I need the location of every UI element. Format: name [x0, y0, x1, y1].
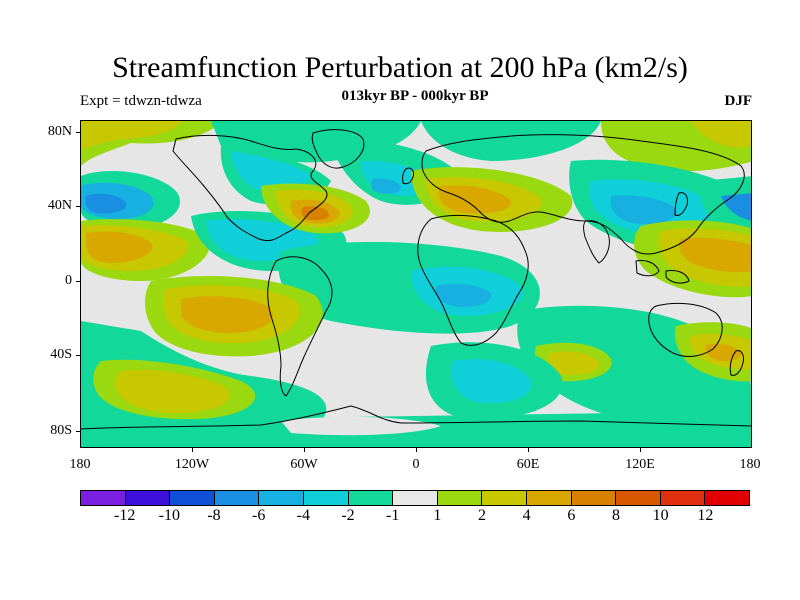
- colorbar-label: -12: [113, 507, 136, 524]
- colorbar-swatch: [348, 491, 394, 505]
- colorbar-swatch: [660, 491, 706, 505]
- contour-region: [81, 121, 181, 151]
- coastline-uk: [402, 167, 414, 185]
- colorbar-swatch: [571, 491, 617, 505]
- lon-label-60w: 60W: [290, 457, 318, 472]
- colorbar-swatch: [393, 491, 438, 505]
- contour-region: [451, 359, 532, 404]
- contour-region: [281, 416, 441, 436]
- colorbar-swatch: [170, 491, 215, 505]
- colorbar-swatch: [437, 491, 483, 505]
- coastline-australia: [648, 302, 723, 357]
- lat-label-40n: 40N: [47, 198, 72, 213]
- season-label: DJF: [724, 93, 753, 109]
- lon-tick: [192, 448, 193, 452]
- coastline-new-zealand: [729, 350, 744, 376]
- contour-region: [181, 296, 273, 333]
- lon-label-60e: 60E: [516, 457, 540, 472]
- coastline-japan: [674, 192, 688, 216]
- lon-tick: [528, 448, 529, 452]
- colorbar-swatch: [214, 491, 260, 505]
- colorbar-label: -2: [341, 507, 355, 524]
- lon-label-180w: 180: [69, 457, 91, 472]
- lat-label-40s: 40S: [50, 347, 72, 362]
- contour-region: [435, 283, 492, 307]
- contour-region: [85, 231, 153, 263]
- colorbar-swatch: [616, 491, 661, 505]
- lat-tick: [76, 355, 80, 356]
- contour-region: [115, 369, 231, 414]
- plot-subtitle: 013kyr BP - 000kyr BP: [341, 88, 489, 104]
- colorbar-label: 12: [697, 507, 714, 524]
- colorbar-swatch: [81, 491, 126, 505]
- colorbar-label: 1: [433, 507, 442, 524]
- colorbar-label: 10: [652, 507, 669, 524]
- colorbar-swatch: [259, 491, 304, 505]
- experiment-label: Expt = tdwzn-tdwza: [80, 93, 202, 109]
- colorbar-swatch: [482, 491, 527, 505]
- colorbar-swatch: [526, 491, 572, 505]
- lat-label-80n: 80N: [47, 124, 72, 139]
- lat-tick: [76, 281, 80, 282]
- contour-region: [691, 121, 751, 148]
- coastline-se-asia: [635, 260, 690, 284]
- contour-region: [371, 178, 401, 194]
- contour-region: [421, 121, 601, 161]
- map-panel: [80, 120, 752, 448]
- colorbar-label: 6: [567, 507, 576, 524]
- contour-region: [301, 206, 330, 221]
- contour-region: [679, 237, 751, 273]
- colorbar-label: 8: [612, 507, 620, 524]
- colorbar-label: -6: [251, 507, 266, 524]
- lon-tick: [304, 448, 305, 452]
- lat-tick: [76, 431, 80, 432]
- coastline-africa: [417, 214, 529, 346]
- colorbar-label: -10: [158, 507, 180, 524]
- colorbar-swatch: [705, 491, 749, 505]
- colorbar: [80, 490, 750, 506]
- lon-label-0: 0: [412, 457, 420, 472]
- coastlines: [81, 129, 751, 430]
- lat-tick: [76, 206, 80, 207]
- lon-label-120e: 120E: [625, 457, 655, 472]
- contour-region: [548, 351, 600, 376]
- lon-tick: [640, 448, 641, 452]
- colorbar-swatch: [125, 491, 171, 505]
- lat-tick: [76, 132, 80, 133]
- colorbar-label: -1: [385, 507, 400, 524]
- coastline-eurasia: [421, 134, 745, 255]
- contour-region: [721, 193, 751, 221]
- streamfunction-map: [81, 121, 751, 447]
- colorbar-swatch: [303, 491, 349, 505]
- coastline-north-america: [172, 134, 328, 242]
- lat-label-80s: 80S: [50, 423, 72, 438]
- coastline-south-america: [267, 256, 333, 397]
- contour-region: [231, 151, 311, 193]
- colorbar-label: -4: [296, 507, 310, 524]
- lon-tick: [416, 448, 417, 452]
- coastline-india: [583, 220, 610, 264]
- contour-region: [85, 193, 127, 214]
- lon-label-120w: 120W: [174, 457, 210, 472]
- contour-region: [610, 195, 677, 225]
- colorbar-label: -8: [207, 507, 221, 524]
- coastline-greenland: [311, 129, 365, 169]
- lat-label-equator: 0: [65, 273, 72, 288]
- colorbar-label: 4: [522, 507, 531, 524]
- plot-title: Streamfunction Perturbation at 200 hPa (…: [112, 51, 688, 84]
- colorbar-label: 2: [478, 507, 486, 524]
- contour-region: [438, 185, 512, 214]
- coastline-antarctica: [81, 405, 751, 430]
- lon-label-180e: 180: [739, 457, 761, 472]
